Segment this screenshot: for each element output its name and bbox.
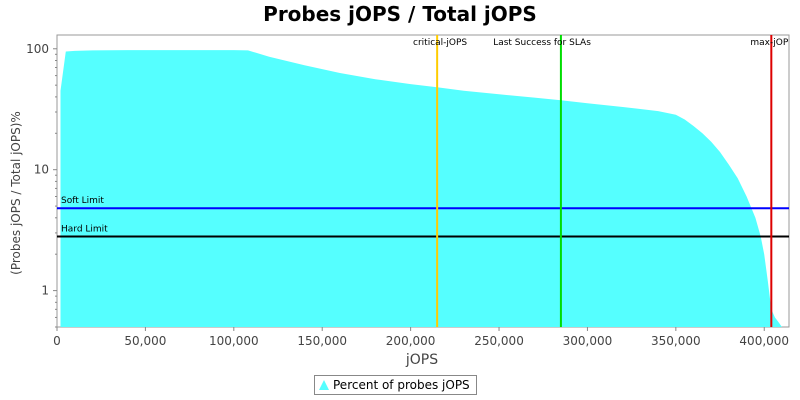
x-tick-label-7: 350,000 <box>651 334 701 348</box>
vline-marker-label-0: critical-jOPS <box>413 38 467 48</box>
hline-marker-label-1: Hard Limit <box>61 225 108 235</box>
legend-label: Percent of probes jOPS <box>333 378 470 392</box>
y-tick-label-0: 1 <box>41 284 49 298</box>
x-tick-label-4: 200,000 <box>386 334 436 348</box>
hline-marker-label-0: Soft Limit <box>61 196 104 206</box>
x-tick-label-1: 50,000 <box>124 334 166 348</box>
x-tick-label-2: 100,000 <box>209 334 259 348</box>
vline-marker-label-2: max-jOP <box>750 38 788 48</box>
x-axis-label: jOPS <box>405 352 438 368</box>
x-tick-label-5: 250,000 <box>474 334 524 348</box>
plot-area: Soft Limit Hard Limit critical-jOPS Last Su… <box>26 34 790 348</box>
series-area <box>60 50 789 327</box>
vline-marker-label-1: Last Success for SLAs <box>493 38 591 48</box>
x-tick-label-6: 300,000 <box>563 334 613 348</box>
chart-title: Probes jOPS / Total jOPS <box>263 2 537 26</box>
legend-swatch-icon <box>319 380 329 390</box>
y-tick-label-1: 10 <box>34 163 49 177</box>
x-tick-label-3: 150,000 <box>297 334 347 348</box>
x-tick-label-0: 0 <box>53 334 61 348</box>
legend: Percent of probes jOPS <box>314 375 477 395</box>
y-axis-label: (Probes jOPS / Total jOPS)% <box>9 111 23 275</box>
x-tick-label-8: 400,000 <box>739 334 789 348</box>
y-tick-label-2: 100 <box>26 42 49 56</box>
